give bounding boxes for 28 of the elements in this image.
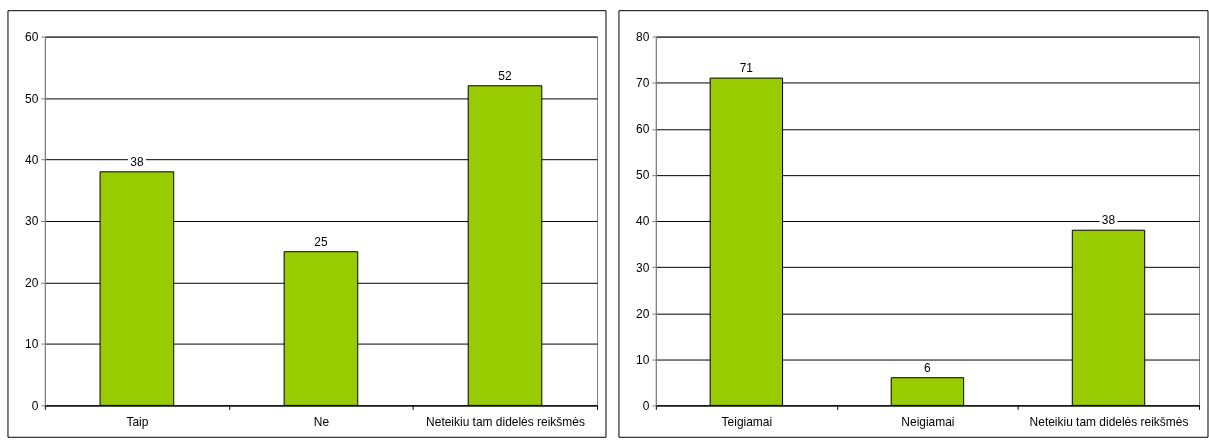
data-label: 38: [130, 154, 144, 169]
y-tick-label: 20: [25, 275, 39, 290]
x-tick-label: Taip: [126, 414, 149, 429]
data-label: 71: [739, 61, 754, 76]
x-tick-label: Teigiamai: [721, 414, 773, 429]
data-label: 25: [314, 234, 328, 249]
y-tick-label: 60: [636, 122, 650, 137]
y-tick-label: 40: [25, 153, 39, 168]
y-tick-label: 10: [636, 352, 650, 367]
data-label: 52: [498, 68, 512, 83]
y-tick-label: 40: [636, 214, 650, 229]
y-tick-label: 0: [642, 398, 650, 413]
y-tick-label: 50: [25, 91, 39, 106]
y-tick-label: 70: [636, 76, 650, 91]
x-tick-label: Neteikiu tam didelės reikšmės: [1029, 414, 1189, 429]
data-label: 38: [1101, 213, 1116, 228]
x-tick-label: Neteikiu tam didelės reikšmės: [426, 414, 585, 429]
y-tick-label: 60: [25, 30, 39, 45]
y-tick-label: 10: [25, 337, 39, 352]
x-tick-label: Neigiamai: [901, 414, 955, 429]
y-tick-label: 50: [636, 168, 650, 183]
y-tick-label: 80: [636, 30, 650, 45]
y-tick-label: 20: [636, 306, 650, 321]
y-tick-label: 0: [31, 398, 39, 413]
x-tick-label: Ne: [313, 414, 330, 429]
y-tick-label: 30: [25, 214, 39, 229]
data-label: 6: [924, 360, 932, 375]
y-tick-label: 30: [636, 260, 650, 275]
